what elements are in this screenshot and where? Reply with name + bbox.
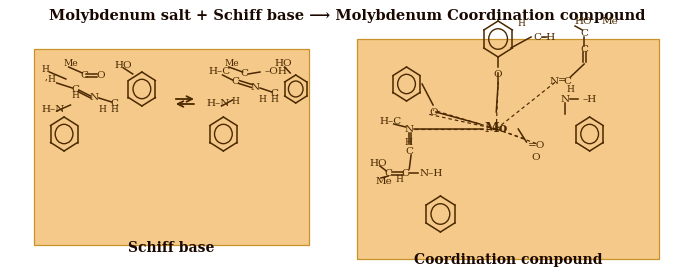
Text: Molybdenum salt + Schiff base ⟶ Molybdenum Coordination compound: Molybdenum salt + Schiff base ⟶ Molybden…: [49, 9, 645, 23]
Text: N: N: [560, 94, 570, 104]
Text: Mo: Mo: [484, 122, 508, 135]
FancyBboxPatch shape: [34, 49, 309, 245]
FancyBboxPatch shape: [357, 39, 659, 259]
Text: ,: ,: [44, 73, 47, 81]
Text: Me: Me: [224, 58, 239, 68]
Text: H: H: [71, 91, 79, 101]
Text: H: H: [271, 96, 278, 104]
Text: C: C: [580, 29, 588, 37]
Text: C: C: [384, 168, 392, 178]
Text: C: C: [231, 78, 239, 86]
Text: C: C: [81, 71, 88, 79]
Text: H: H: [110, 106, 119, 114]
Text: –H: –H: [582, 94, 597, 104]
Text: H: H: [405, 138, 412, 147]
Text: H: H: [47, 76, 56, 84]
Text: O: O: [430, 108, 439, 117]
Text: C–H: C–H: [534, 32, 556, 42]
Text: H: H: [42, 65, 50, 75]
Text: Coordination compound: Coordination compound: [414, 253, 602, 267]
Text: H: H: [566, 86, 575, 94]
Text: N: N: [550, 76, 559, 86]
Text: Me: Me: [63, 58, 78, 68]
Text: O: O: [493, 70, 502, 79]
Text: C: C: [580, 45, 588, 53]
Text: =O: =O: [528, 142, 545, 150]
Text: HO: HO: [275, 60, 292, 68]
Text: H–N: H–N: [207, 99, 230, 109]
Text: C: C: [564, 76, 572, 86]
Text: C: C: [71, 86, 79, 94]
Text: C: C: [402, 168, 409, 178]
Text: C: C: [405, 147, 413, 156]
Text: O: O: [531, 153, 540, 161]
Text: H: H: [99, 104, 106, 114]
Text: H: H: [396, 176, 403, 184]
Text: HO: HO: [115, 60, 132, 70]
Text: N: N: [405, 124, 414, 134]
Text: N: N: [90, 94, 99, 102]
Text: C: C: [271, 89, 279, 99]
Text: HO: HO: [370, 160, 387, 168]
Text: H–C: H–C: [209, 68, 231, 76]
Text: H–N: H–N: [41, 104, 65, 114]
Text: HO: HO: [574, 17, 592, 27]
Text: H: H: [259, 96, 266, 104]
Text: H: H: [517, 19, 525, 28]
Text: N: N: [251, 83, 260, 91]
Text: Me: Me: [375, 176, 392, 186]
Text: O: O: [96, 71, 105, 79]
Text: H–C: H–C: [380, 117, 403, 127]
Text: C: C: [110, 99, 119, 109]
Text: Me: Me: [602, 17, 618, 27]
Text: Schiff base: Schiff base: [128, 241, 214, 255]
Text: C: C: [240, 70, 248, 78]
Text: –OH: –OH: [264, 68, 287, 76]
Text: H: H: [231, 96, 239, 106]
Text: N–H: N–H: [419, 168, 443, 178]
Text: =: =: [558, 76, 566, 86]
